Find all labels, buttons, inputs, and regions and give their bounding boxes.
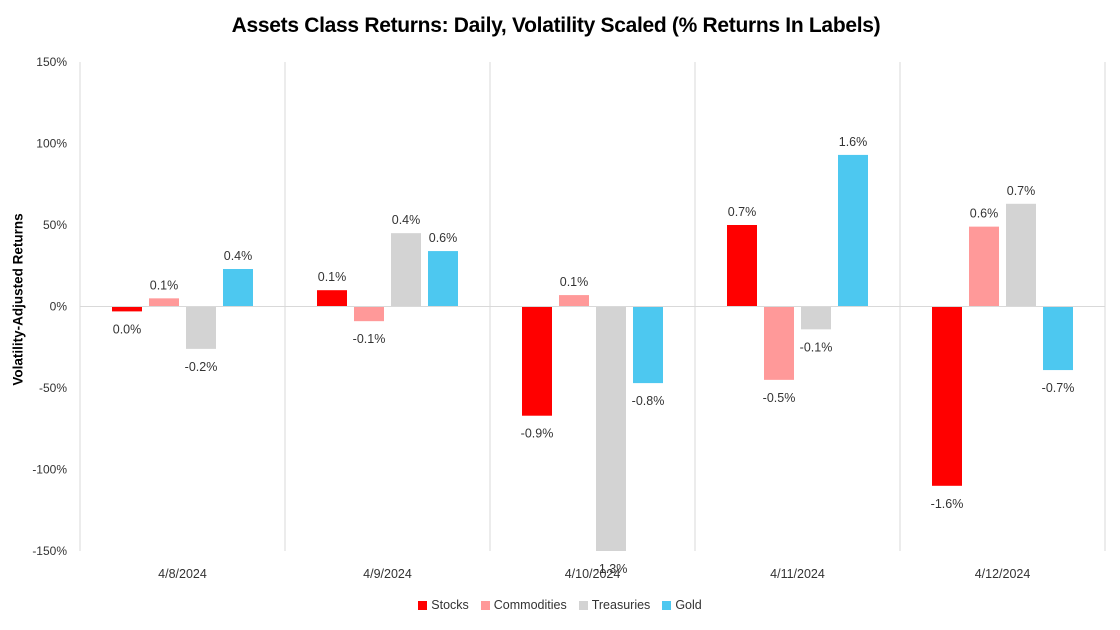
legend-swatch bbox=[480, 600, 490, 610]
bar-commodities bbox=[149, 298, 179, 307]
bar-commodities bbox=[559, 295, 589, 307]
bar-stocks bbox=[522, 306, 552, 416]
data-label: 0.1% bbox=[560, 275, 589, 289]
bar-treasuries bbox=[801, 306, 831, 330]
legend-label: Stocks bbox=[431, 598, 469, 612]
data-label: 0.4% bbox=[392, 213, 421, 227]
data-label: -0.8% bbox=[632, 394, 665, 408]
x-tick-label: 4/12/2024 bbox=[975, 567, 1031, 581]
y-tick-label: 100% bbox=[36, 137, 67, 151]
bar-stocks bbox=[727, 225, 757, 307]
legend-swatch bbox=[418, 600, 428, 610]
bar-treasuries bbox=[391, 233, 421, 307]
legend-swatch bbox=[578, 600, 588, 610]
legend-label: Commodities bbox=[493, 598, 567, 612]
data-label: -0.2% bbox=[185, 360, 218, 374]
data-label: 0.1% bbox=[318, 270, 347, 284]
legend-item-gold: Gold bbox=[662, 598, 702, 612]
bar-treasuries bbox=[1006, 203, 1036, 307]
y-tick-label: 150% bbox=[36, 55, 67, 69]
legend-item-stocks: Stocks bbox=[418, 598, 469, 612]
legend-label: Treasuries bbox=[591, 598, 651, 612]
y-tick-label: 50% bbox=[43, 218, 67, 232]
data-label: 1.6% bbox=[839, 135, 868, 149]
x-tick-label: 4/9/2024 bbox=[363, 567, 412, 581]
legend-label: Gold bbox=[675, 598, 702, 612]
data-label: 0.6% bbox=[970, 207, 999, 221]
data-label: -0.9% bbox=[521, 427, 554, 441]
data-label: 0.4% bbox=[224, 249, 253, 263]
chart-title: Assets Class Returns: Daily, Volatility … bbox=[231, 14, 881, 37]
bar-stocks bbox=[112, 306, 142, 312]
legend-swatch bbox=[662, 600, 672, 610]
data-label: 0.7% bbox=[728, 205, 757, 219]
bar-gold bbox=[1043, 306, 1073, 371]
data-label: 0.6% bbox=[429, 231, 458, 245]
y-tick-label: -150% bbox=[32, 544, 67, 558]
bar-treasuries bbox=[596, 306, 626, 551]
data-label: 0.0% bbox=[113, 322, 142, 336]
bar-commodities bbox=[969, 226, 999, 307]
bar-gold bbox=[223, 269, 253, 307]
y-tick-label: -100% bbox=[32, 463, 67, 477]
bar-gold bbox=[633, 306, 663, 384]
legend-item-commodities: Commodities bbox=[480, 598, 567, 612]
data-label: -1.6% bbox=[931, 497, 964, 511]
bar-commodities bbox=[354, 306, 384, 322]
bar-treasuries bbox=[186, 306, 216, 349]
x-tick-label: 4/11/2024 bbox=[770, 567, 825, 581]
data-label: -0.5% bbox=[763, 391, 796, 405]
data-label: -0.1% bbox=[353, 332, 386, 346]
y-tick-label: -50% bbox=[39, 381, 67, 395]
bar-gold bbox=[838, 154, 868, 307]
bar-commodities bbox=[764, 306, 794, 380]
data-label: -0.7% bbox=[1042, 381, 1075, 395]
bar-stocks bbox=[932, 306, 962, 486]
x-tick-label: 4/10/2024 bbox=[565, 567, 621, 581]
bar-gold bbox=[428, 251, 458, 307]
data-label: 0.7% bbox=[1007, 184, 1036, 198]
x-tick-label: 4/8/2024 bbox=[158, 567, 207, 581]
legend-item-treasuries: Treasuries bbox=[578, 598, 651, 612]
legend: Stocks Commodities Treasuries Gold bbox=[0, 598, 1120, 612]
data-label: -1.3% bbox=[595, 562, 628, 576]
data-label: -0.1% bbox=[800, 340, 833, 354]
bar-stocks bbox=[317, 290, 347, 307]
y-tick-label: 0% bbox=[50, 300, 68, 314]
data-label: 0.1% bbox=[150, 278, 179, 292]
